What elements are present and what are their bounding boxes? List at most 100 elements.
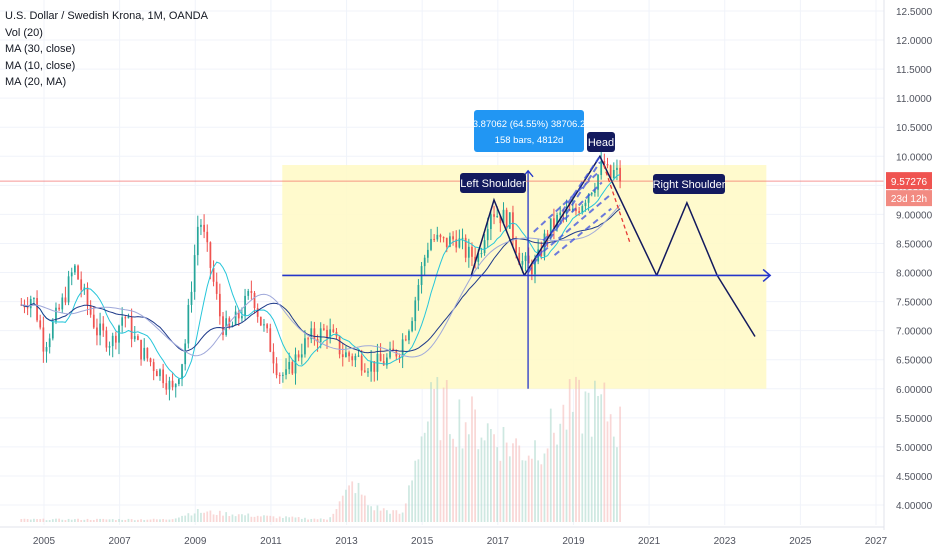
candle-body (382, 361, 385, 366)
volume-bar (370, 506, 372, 522)
volume-bar (137, 519, 139, 522)
volume-bar (332, 513, 335, 522)
left-shoulder-label-text: Left Shoulder (460, 178, 526, 190)
volume-bar (266, 515, 268, 522)
x-tick-label: 2013 (335, 536, 358, 547)
y-tick-label: 4.50000 (896, 472, 932, 483)
countdown-tag: 23d 12h (886, 190, 932, 207)
volume-bar (80, 520, 83, 522)
volume-bar (307, 519, 309, 522)
dashed-channel (553, 207, 612, 256)
candle-body (530, 263, 533, 275)
indicator-ma10[interactable]: MA (10, close) (5, 59, 76, 72)
volume-bar (496, 447, 499, 522)
volume-bar (603, 382, 606, 522)
neckline-arrow (762, 268, 772, 283)
volume-bar (474, 409, 476, 522)
volume-bar (272, 516, 275, 522)
volume-bar (196, 509, 199, 522)
volume-bar (42, 518, 45, 522)
volume-bar (187, 513, 190, 522)
volume-bar (319, 518, 322, 522)
volume-bar (36, 519, 38, 522)
candle-body (524, 255, 527, 262)
volume-bar (587, 392, 590, 522)
volume-bar (225, 512, 228, 522)
volume-bar (278, 516, 281, 522)
volume-bar (433, 388, 436, 522)
volume-bar (96, 518, 98, 522)
y-tick-label: 10.00000 (896, 152, 932, 163)
indicator-ma30[interactable]: MA (30, close) (5, 43, 76, 55)
candle-body (480, 253, 483, 255)
volume-bar (417, 459, 420, 522)
candle-body (263, 324, 265, 326)
volume-bar (571, 411, 574, 522)
volume-bar (291, 516, 294, 522)
candle-body (193, 255, 196, 292)
candle-body (559, 212, 562, 215)
volume-bar (537, 460, 540, 522)
candle-body (587, 194, 590, 203)
candle-body (203, 224, 205, 232)
candle-body (455, 239, 458, 248)
y-tick-label: 5.50000 (896, 414, 932, 425)
candle-body (108, 346, 111, 348)
volume-bar (162, 518, 164, 522)
candle-body (80, 279, 83, 290)
volume-bar (616, 447, 618, 522)
candle-body (490, 214, 492, 230)
volume-bar (411, 480, 413, 522)
candle-body (121, 317, 124, 326)
candle-body (171, 380, 174, 388)
volume-bar (363, 495, 366, 522)
candle-body (206, 231, 209, 243)
volume-bar (386, 510, 388, 522)
candle-body (590, 192, 593, 195)
volume-bar (562, 404, 565, 522)
candle-body (70, 272, 73, 277)
candle-body (329, 329, 332, 339)
volume-bar (502, 426, 505, 522)
volume-bar (467, 434, 470, 522)
volume-bar (253, 516, 256, 522)
volume-bar (515, 438, 517, 522)
candle-body (130, 316, 133, 340)
candle-body (502, 209, 505, 224)
candle-body (42, 327, 45, 352)
current-price-tag: 9.57276 (886, 172, 932, 190)
candle-body (512, 212, 514, 240)
volume-bar (600, 394, 603, 522)
volume-bar (171, 519, 174, 522)
candle-body (584, 202, 587, 207)
volume-bars (20, 376, 621, 522)
candle-body (155, 371, 158, 377)
volume-bar (518, 445, 521, 522)
measure-info-box: 3.87062 (64.55%) 38706.2 158 bars, 4812d (473, 110, 585, 152)
candle-body (571, 208, 574, 211)
candle-body (111, 335, 114, 347)
volume-bar (423, 432, 426, 522)
x-tick-label: 2005 (33, 536, 56, 547)
volume-bar (174, 518, 177, 522)
candle-body (345, 352, 347, 358)
volume-bar (398, 513, 401, 522)
y-tick-label: 9.00000 (896, 210, 932, 221)
candle-body (272, 351, 275, 364)
candle-body (348, 352, 350, 357)
candle-body (256, 308, 259, 317)
volume-bar (442, 387, 445, 522)
volume-bar (480, 437, 483, 522)
x-tick-label: 2011 (260, 536, 282, 547)
candle-body (338, 336, 341, 355)
volume-bar (512, 443, 514, 522)
indicator-vol[interactable]: Vol (20) (5, 26, 43, 39)
candle-body (414, 300, 417, 322)
candle-body (222, 316, 224, 335)
indicator-ma20[interactable]: MA (20, MA) (5, 76, 67, 88)
candle-body (184, 343, 187, 365)
volume-bar (244, 515, 246, 522)
volume-bar (215, 514, 218, 522)
candle-body (196, 226, 199, 256)
